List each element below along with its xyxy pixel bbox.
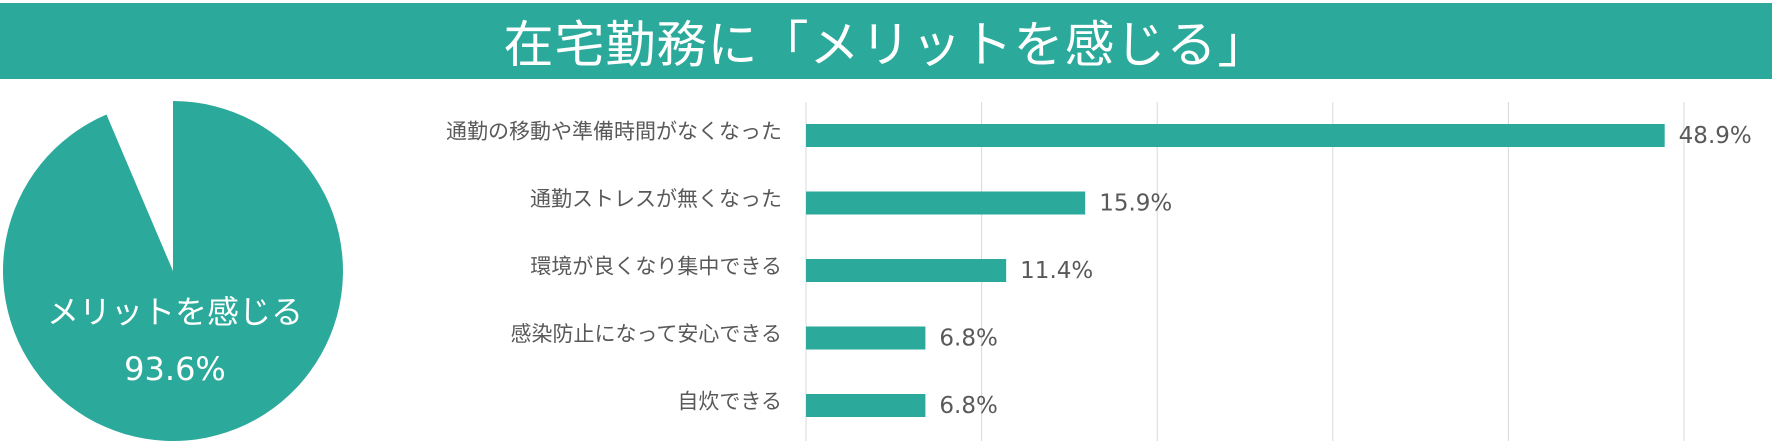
bar-value-label: 15.9% — [1099, 191, 1172, 217]
page-title: 在宅勤務に「メリットを感じる」 — [503, 16, 1269, 74]
pie-slice-label: メリットを感じる — [47, 293, 303, 331]
pie-chart: メリットを感じる 93.6% — [2, 101, 343, 441]
bar-category-label: 自炊できる — [677, 390, 782, 414]
bar — [806, 394, 926, 417]
pie-slice-main — [2, 101, 343, 441]
bar — [806, 191, 1086, 215]
bar-value-label: 6.8% — [939, 393, 997, 419]
bar — [806, 124, 1665, 147]
bar-value-label: 48.9% — [1679, 123, 1752, 149]
bar-category-label: 通勤ストレスが無くなった — [530, 187, 782, 211]
bar-category-label: 環境が良くなり集中できる — [530, 255, 782, 279]
bar — [806, 259, 1007, 282]
bar-category-label: 感染防止になって安心できる — [510, 322, 782, 346]
bar-value-label: 6.8% — [939, 326, 997, 352]
pie-slice-value-label: 93.6% — [124, 350, 226, 388]
bar-value-label: 11.4% — [1020, 258, 1093, 284]
title-banner: 在宅勤務に「メリットを感じる」 — [0, 3, 1772, 79]
bar-category-label: 通勤の移動や準備時間がなくなった — [446, 120, 782, 144]
bar — [806, 326, 926, 350]
